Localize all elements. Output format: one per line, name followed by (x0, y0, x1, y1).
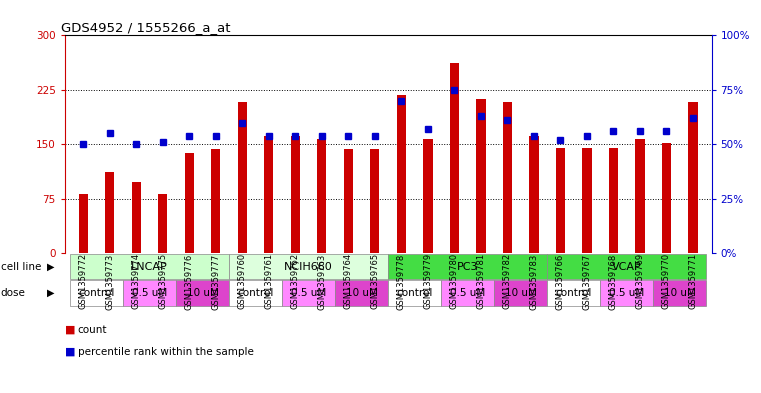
Text: GSM1359782: GSM1359782 (503, 253, 512, 309)
Text: GSM1359772: GSM1359772 (78, 253, 88, 309)
Text: GSM1359768: GSM1359768 (609, 253, 618, 310)
Text: GSM1359771: GSM1359771 (689, 253, 698, 309)
Text: GSM1359778: GSM1359778 (397, 253, 406, 310)
Text: cell line: cell line (1, 262, 41, 272)
Text: GSM1359781: GSM1359781 (476, 253, 486, 309)
Text: GSM1359773: GSM1359773 (105, 253, 114, 310)
Bar (388, 254, 547, 279)
Text: GSM1359761: GSM1359761 (264, 253, 273, 309)
Bar (423, 138, 432, 253)
Bar (123, 281, 176, 306)
Text: ■: ■ (65, 347, 75, 357)
Bar (600, 281, 653, 306)
Bar (635, 138, 645, 253)
Text: ▶: ▶ (47, 262, 55, 272)
Text: dose: dose (1, 288, 26, 298)
Bar (441, 281, 494, 306)
Text: GSM1359769: GSM1359769 (635, 253, 645, 309)
Bar (396, 95, 406, 253)
Text: GSM1359765: GSM1359765 (371, 253, 379, 309)
Bar (158, 194, 167, 253)
Text: control: control (237, 288, 274, 298)
Text: 0.5 uM: 0.5 uM (132, 288, 167, 298)
Text: 10 uM: 10 uM (345, 288, 377, 298)
Text: GSM1359774: GSM1359774 (132, 253, 141, 309)
Text: LNCAP: LNCAP (131, 262, 168, 272)
Text: ■: ■ (65, 325, 75, 335)
Text: 0.5 uM: 0.5 uM (450, 288, 486, 298)
Text: GSM1359775: GSM1359775 (158, 253, 167, 309)
Bar (176, 281, 229, 306)
Text: control: control (78, 288, 115, 298)
Bar (211, 149, 221, 253)
Bar (229, 254, 388, 279)
Text: GSM1359762: GSM1359762 (291, 253, 300, 309)
Bar (556, 148, 565, 253)
Text: count: count (78, 325, 107, 335)
Text: PC3: PC3 (457, 262, 479, 272)
Bar (237, 102, 247, 253)
Text: GSM1359780: GSM1359780 (450, 253, 459, 309)
Bar (653, 281, 706, 306)
Bar (344, 149, 353, 253)
Bar (582, 148, 591, 253)
Bar (547, 254, 706, 279)
Text: GSM1359777: GSM1359777 (212, 253, 220, 310)
Text: NCIH660: NCIH660 (284, 262, 333, 272)
Text: control: control (556, 288, 592, 298)
Bar (388, 281, 441, 306)
Text: GSM1359760: GSM1359760 (237, 253, 247, 309)
Text: GSM1359766: GSM1359766 (556, 253, 565, 310)
Text: GSM1359776: GSM1359776 (185, 253, 194, 310)
Text: 10 uM: 10 uM (186, 288, 218, 298)
Text: percentile rank within the sample: percentile rank within the sample (78, 347, 253, 357)
Text: VCAP: VCAP (612, 262, 642, 272)
Bar (70, 254, 229, 279)
Bar (185, 153, 194, 253)
Text: 10 uM: 10 uM (664, 288, 696, 298)
Bar (132, 182, 141, 253)
Bar (547, 281, 600, 306)
Bar (530, 136, 539, 253)
Bar (662, 143, 671, 253)
Bar (476, 99, 486, 253)
Bar (291, 136, 300, 253)
Text: GSM1359767: GSM1359767 (582, 253, 591, 310)
Text: control: control (396, 288, 433, 298)
Text: GSM1359763: GSM1359763 (317, 253, 326, 310)
Text: GSM1359779: GSM1359779 (423, 253, 432, 309)
Text: ▶: ▶ (47, 288, 55, 298)
Bar (450, 63, 459, 253)
Bar (282, 281, 335, 306)
Bar (609, 148, 618, 253)
Bar (370, 149, 380, 253)
Text: 0.5 uM: 0.5 uM (291, 288, 326, 298)
Text: GSM1359770: GSM1359770 (662, 253, 671, 309)
Text: GSM1359783: GSM1359783 (530, 253, 539, 310)
Bar (229, 281, 282, 306)
Bar (105, 172, 114, 253)
Text: 0.5 uM: 0.5 uM (609, 288, 645, 298)
Bar (70, 281, 123, 306)
Bar (78, 194, 88, 253)
Bar (317, 138, 326, 253)
Bar (689, 102, 698, 253)
Text: 10 uM: 10 uM (505, 288, 537, 298)
Bar (335, 281, 388, 306)
Bar (264, 136, 273, 253)
Bar (494, 281, 547, 306)
Bar (503, 102, 512, 253)
Text: GSM1359764: GSM1359764 (344, 253, 353, 309)
Text: GDS4952 / 1555266_a_at: GDS4952 / 1555266_a_at (62, 21, 231, 34)
